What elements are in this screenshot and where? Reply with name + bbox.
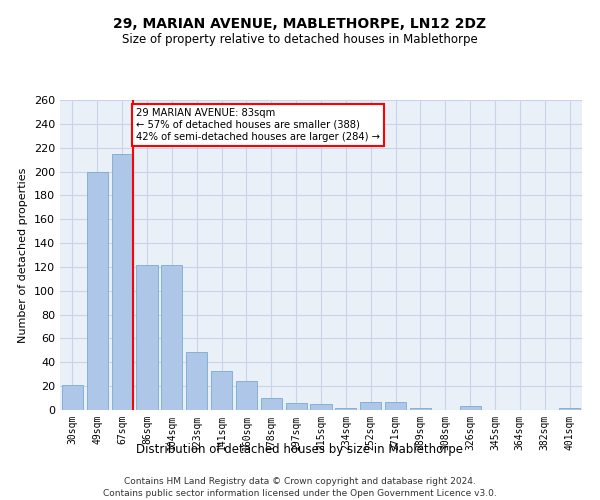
Bar <box>112 154 133 410</box>
Bar <box>87 172 108 410</box>
Bar <box>286 403 307 410</box>
Bar <box>410 408 431 410</box>
Bar <box>335 408 356 410</box>
Bar <box>385 402 406 410</box>
Bar <box>460 406 481 410</box>
Bar <box>261 398 282 410</box>
Bar <box>186 352 207 410</box>
Text: Contains HM Land Registry data © Crown copyright and database right 2024.: Contains HM Land Registry data © Crown c… <box>124 478 476 486</box>
Y-axis label: Number of detached properties: Number of detached properties <box>19 168 28 342</box>
Text: Distribution of detached houses by size in Mablethorpe: Distribution of detached houses by size … <box>137 442 464 456</box>
Bar <box>360 402 381 410</box>
Text: Contains public sector information licensed under the Open Government Licence v3: Contains public sector information licen… <box>103 489 497 498</box>
Text: 29, MARIAN AVENUE, MABLETHORPE, LN12 2DZ: 29, MARIAN AVENUE, MABLETHORPE, LN12 2DZ <box>113 18 487 32</box>
Bar <box>136 264 158 410</box>
Bar <box>310 404 332 410</box>
Bar <box>211 370 232 410</box>
Bar <box>62 385 83 410</box>
Bar <box>236 382 257 410</box>
Bar <box>559 408 580 410</box>
Text: Size of property relative to detached houses in Mablethorpe: Size of property relative to detached ho… <box>122 32 478 46</box>
Bar <box>161 264 182 410</box>
Text: 29 MARIAN AVENUE: 83sqm
← 57% of detached houses are smaller (388)
42% of semi-d: 29 MARIAN AVENUE: 83sqm ← 57% of detache… <box>136 108 380 142</box>
